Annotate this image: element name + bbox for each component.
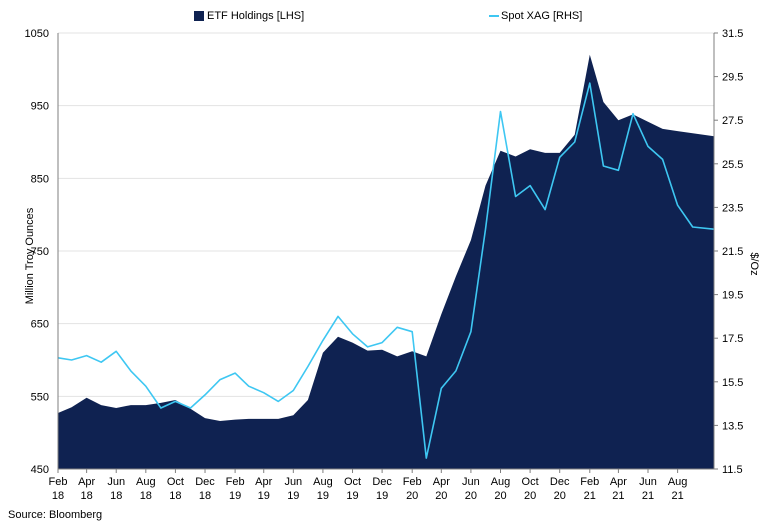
x-tick-label-month: Aug — [136, 476, 156, 488]
y-right-tick-label: 23.5 — [722, 202, 743, 214]
x-tick-label-year: 18 — [110, 490, 122, 502]
x-tick-label-year: 21 — [612, 490, 624, 502]
x-tick-label-month: Aug — [668, 476, 688, 488]
y-right-tick-label: 15.5 — [722, 377, 743, 389]
x-tick-label-month: Apr — [433, 476, 450, 488]
x-tick-label-year: 20 — [465, 490, 477, 502]
x-tick-label-month: Oct — [522, 476, 539, 488]
x-tick-label-year: 21 — [584, 490, 596, 502]
x-tick-label-year: 18 — [169, 490, 181, 502]
x-tick-label-month: Jun — [284, 476, 302, 488]
x-tick-label-month: Aug — [313, 476, 333, 488]
x-tick-label-year: 20 — [554, 490, 566, 502]
x-tick-label-year: 19 — [346, 490, 358, 502]
x-tick-label-year: 18 — [81, 490, 93, 502]
x-tick-label-month: Oct — [344, 476, 361, 488]
y-left-tick-label: 1050 — [25, 28, 49, 40]
x-tick-label-month: Feb — [580, 476, 599, 488]
x-tick-label-year: 19 — [376, 490, 388, 502]
right-axis-ticks: 11.5 13.5 15.5 17.5 19.5 21.5 23.5 25.5 27.5 29.5… — [714, 28, 743, 476]
x-tick-label-month: Dec — [550, 476, 570, 488]
x-tick-label-month: Feb — [226, 476, 245, 488]
gridlines — [58, 32, 714, 470]
spot-xag-line — [57, 82, 715, 459]
etf-holdings-area — [58, 54, 714, 470]
x-axis-ticks: Feb 18 Apr 18 Jun 18 Aug 18 Oct 18 Dec 18 Feb 19 Apr 19… — [49, 469, 688, 502]
y-right-tick-label: 29.5 — [722, 72, 743, 84]
x-tick-label-year: 20 — [435, 490, 447, 502]
x-tick-label-month: Apr — [78, 476, 95, 488]
legend-item-etf-holdings: ETF Holdings [LHS] — [194, 10, 304, 22]
y-right-tick-label: 17.5 — [722, 333, 743, 345]
y-left-tick-label: 550 — [31, 391, 49, 403]
y-right-tick-label: 13.5 — [722, 420, 743, 432]
x-tick-label-year: 21 — [642, 490, 654, 502]
x-tick-label-year: 18 — [52, 490, 64, 502]
y-right-tick-label: 19.5 — [722, 290, 743, 302]
x-tick-label-year: 21 — [671, 490, 683, 502]
x-tick-label-year: 20 — [406, 490, 418, 502]
x-tick-label-month: Apr — [255, 476, 272, 488]
source-note: Source: Bloomberg — [8, 509, 103, 521]
y-right-tick-label: 27.5 — [722, 115, 743, 127]
y-left-tick-label: 450 — [31, 464, 49, 476]
x-tick-label-year: 18 — [140, 490, 152, 502]
x-tick-label-month: Jun — [639, 476, 657, 488]
x-tick-label-month: Dec — [195, 476, 215, 488]
x-tick-label-year: 20 — [494, 490, 506, 502]
x-tick-label-year: 19 — [317, 490, 329, 502]
left-axis-ticks: 450 550 650 750 850 950 1050 — [25, 28, 49, 476]
etf-holdings-series — [58, 54, 714, 470]
y-right-tick-label: 21.5 — [722, 246, 743, 258]
x-tick-label-month: Apr — [610, 476, 627, 488]
x-tick-label-month: Jun — [107, 476, 125, 488]
spot-xag-series — [57, 82, 715, 459]
y-axis-left-label: Million Troy Ounces — [24, 207, 36, 305]
x-tick-label-month: Jun — [462, 476, 480, 488]
y-left-tick-label: 950 — [31, 101, 49, 113]
x-tick-label-month: Feb — [49, 476, 68, 488]
y-right-tick-label: 11.5 — [722, 464, 743, 476]
x-tick-label-year: 20 — [524, 490, 536, 502]
x-tick-label-month: Feb — [403, 476, 422, 488]
legend-item-spot-xag: Spot XAG [RHS] — [489, 10, 582, 22]
y-right-tick-label: 31.5 — [722, 28, 743, 40]
y-axis-right-label: $/Oz — [748, 252, 760, 276]
x-tick-label-year: 18 — [199, 490, 211, 502]
x-tick-label-month: Oct — [167, 476, 184, 488]
legend-swatch-etf — [194, 11, 204, 21]
legend-label-xag: Spot XAG [RHS] — [501, 10, 583, 22]
x-tick-label-year: 19 — [229, 490, 241, 502]
y-left-tick-label: 850 — [31, 173, 49, 185]
x-tick-label-month: Aug — [491, 476, 511, 488]
y-right-tick-label: 25.5 — [722, 159, 743, 171]
y-left-tick-label: 750 — [31, 246, 49, 258]
legend-label-etf: ETF Holdings [LHS] — [207, 10, 305, 22]
legend-swatch-xag — [489, 15, 499, 17]
x-tick-label-year: 19 — [287, 490, 299, 502]
y-left-tick-label: 650 — [31, 319, 49, 331]
x-tick-label-year: 19 — [258, 490, 270, 502]
x-tick-label-month: Dec — [372, 476, 392, 488]
